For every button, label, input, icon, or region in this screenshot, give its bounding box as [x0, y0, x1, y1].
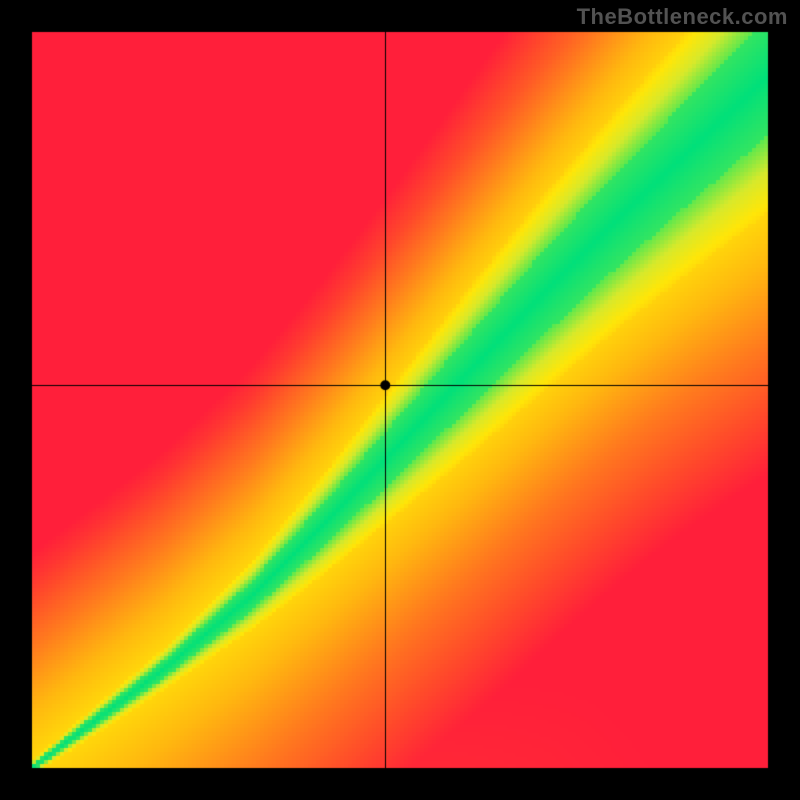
heatmap-canvas	[0, 0, 800, 800]
chart-container: { "canvas": { "width": 800, "height": 80…	[0, 0, 800, 800]
watermark-text: TheBottleneck.com	[577, 4, 788, 30]
